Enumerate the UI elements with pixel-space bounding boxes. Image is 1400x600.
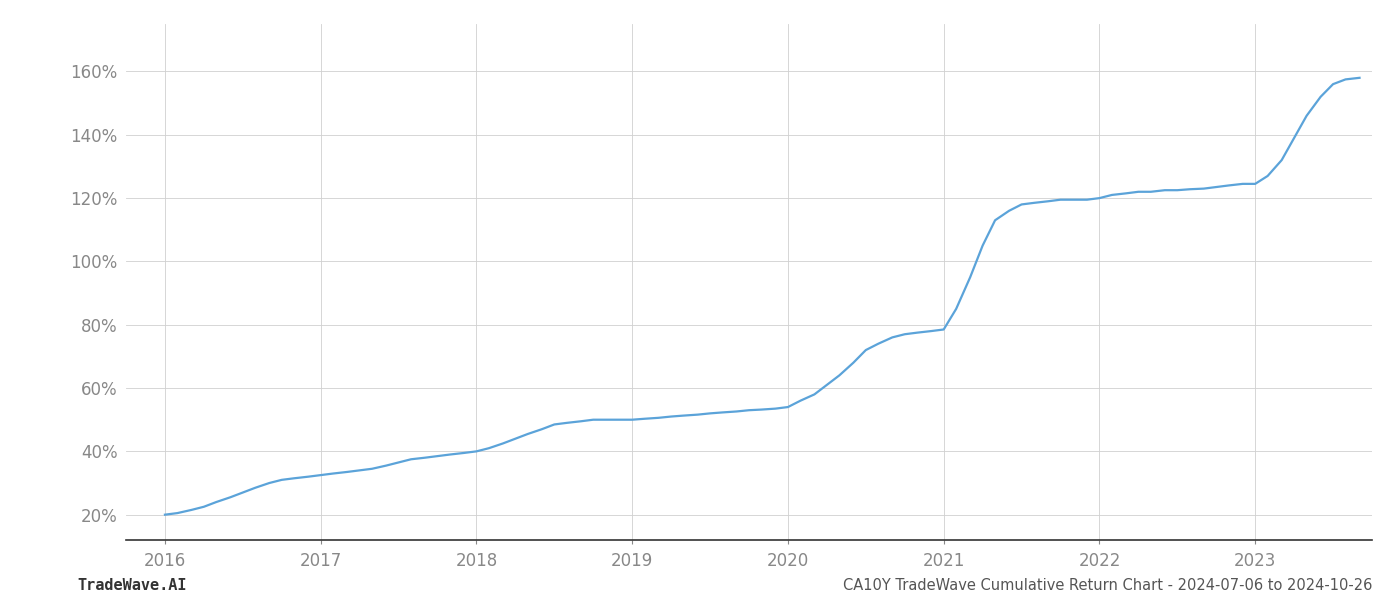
Text: TradeWave.AI: TradeWave.AI — [77, 578, 186, 593]
Text: CA10Y TradeWave Cumulative Return Chart - 2024-07-06 to 2024-10-26: CA10Y TradeWave Cumulative Return Chart … — [843, 578, 1372, 593]
